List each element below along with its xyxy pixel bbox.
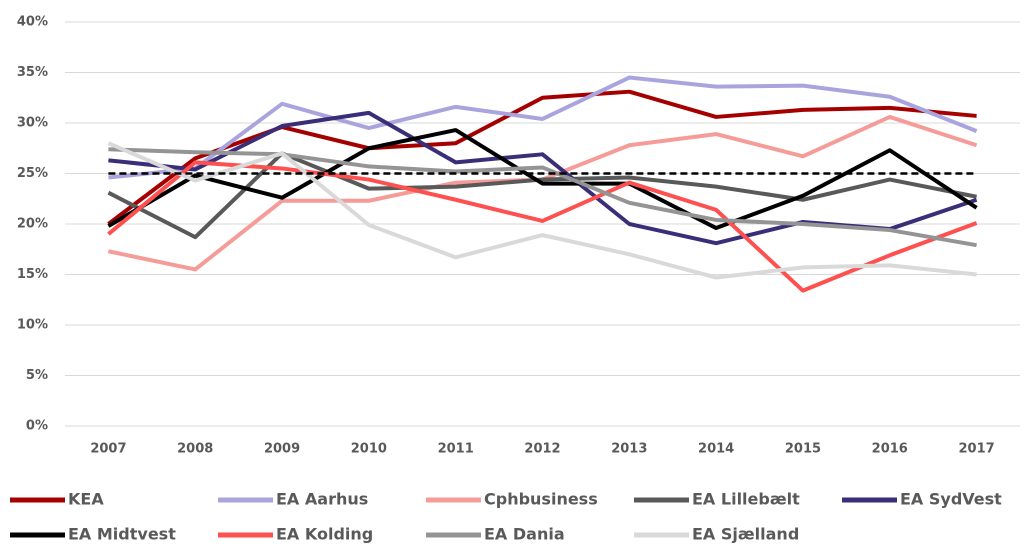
x-tick-label: 2017 (958, 442, 994, 457)
y-tick-label: 5% (26, 368, 48, 383)
x-tick-label: 2013 (611, 442, 647, 457)
legend-label: EA Lillebælt (692, 490, 800, 509)
x-tick-label: 2011 (438, 442, 474, 457)
y-tick-label: 0% (26, 419, 48, 434)
x-tick-label: 2009 (264, 442, 300, 457)
series-line (108, 147, 977, 248)
y-tick-label: 25% (17, 166, 48, 181)
legend-label: KEA (68, 490, 104, 509)
y-tick-label: 10% (17, 318, 48, 333)
series-line (108, 75, 978, 180)
x-tick-label: 2007 (90, 442, 126, 457)
x-tick-label: 2014 (698, 442, 734, 457)
legend-label: EA Dania (484, 525, 565, 544)
legend-label: EA Aarhus (276, 490, 368, 509)
y-tick-label: 40% (17, 15, 48, 30)
y-tick-label: 30% (17, 116, 48, 131)
legend-label: EA SydVest (900, 490, 1002, 509)
x-tick-label: 2015 (785, 442, 821, 457)
x-tick-label: 2016 (872, 442, 908, 457)
legend-label: EA Kolding (276, 525, 373, 544)
x-tick-label: 2010 (351, 442, 387, 457)
series-line (107, 89, 977, 226)
x-tick-label: 2012 (524, 442, 560, 457)
series-line (107, 160, 978, 293)
legend-label: Cphbusiness (484, 490, 598, 509)
series-line (107, 141, 977, 280)
y-tick-label: 20% (17, 217, 48, 232)
y-tick-label: 15% (17, 267, 48, 282)
x-tick-label: 2008 (177, 442, 213, 457)
legend-label: EA Sjælland (692, 525, 799, 544)
legend-label: EA Midtvest (68, 525, 176, 544)
series-line (107, 128, 978, 231)
y-tick-label: 35% (17, 65, 48, 80)
series-line (107, 151, 977, 240)
